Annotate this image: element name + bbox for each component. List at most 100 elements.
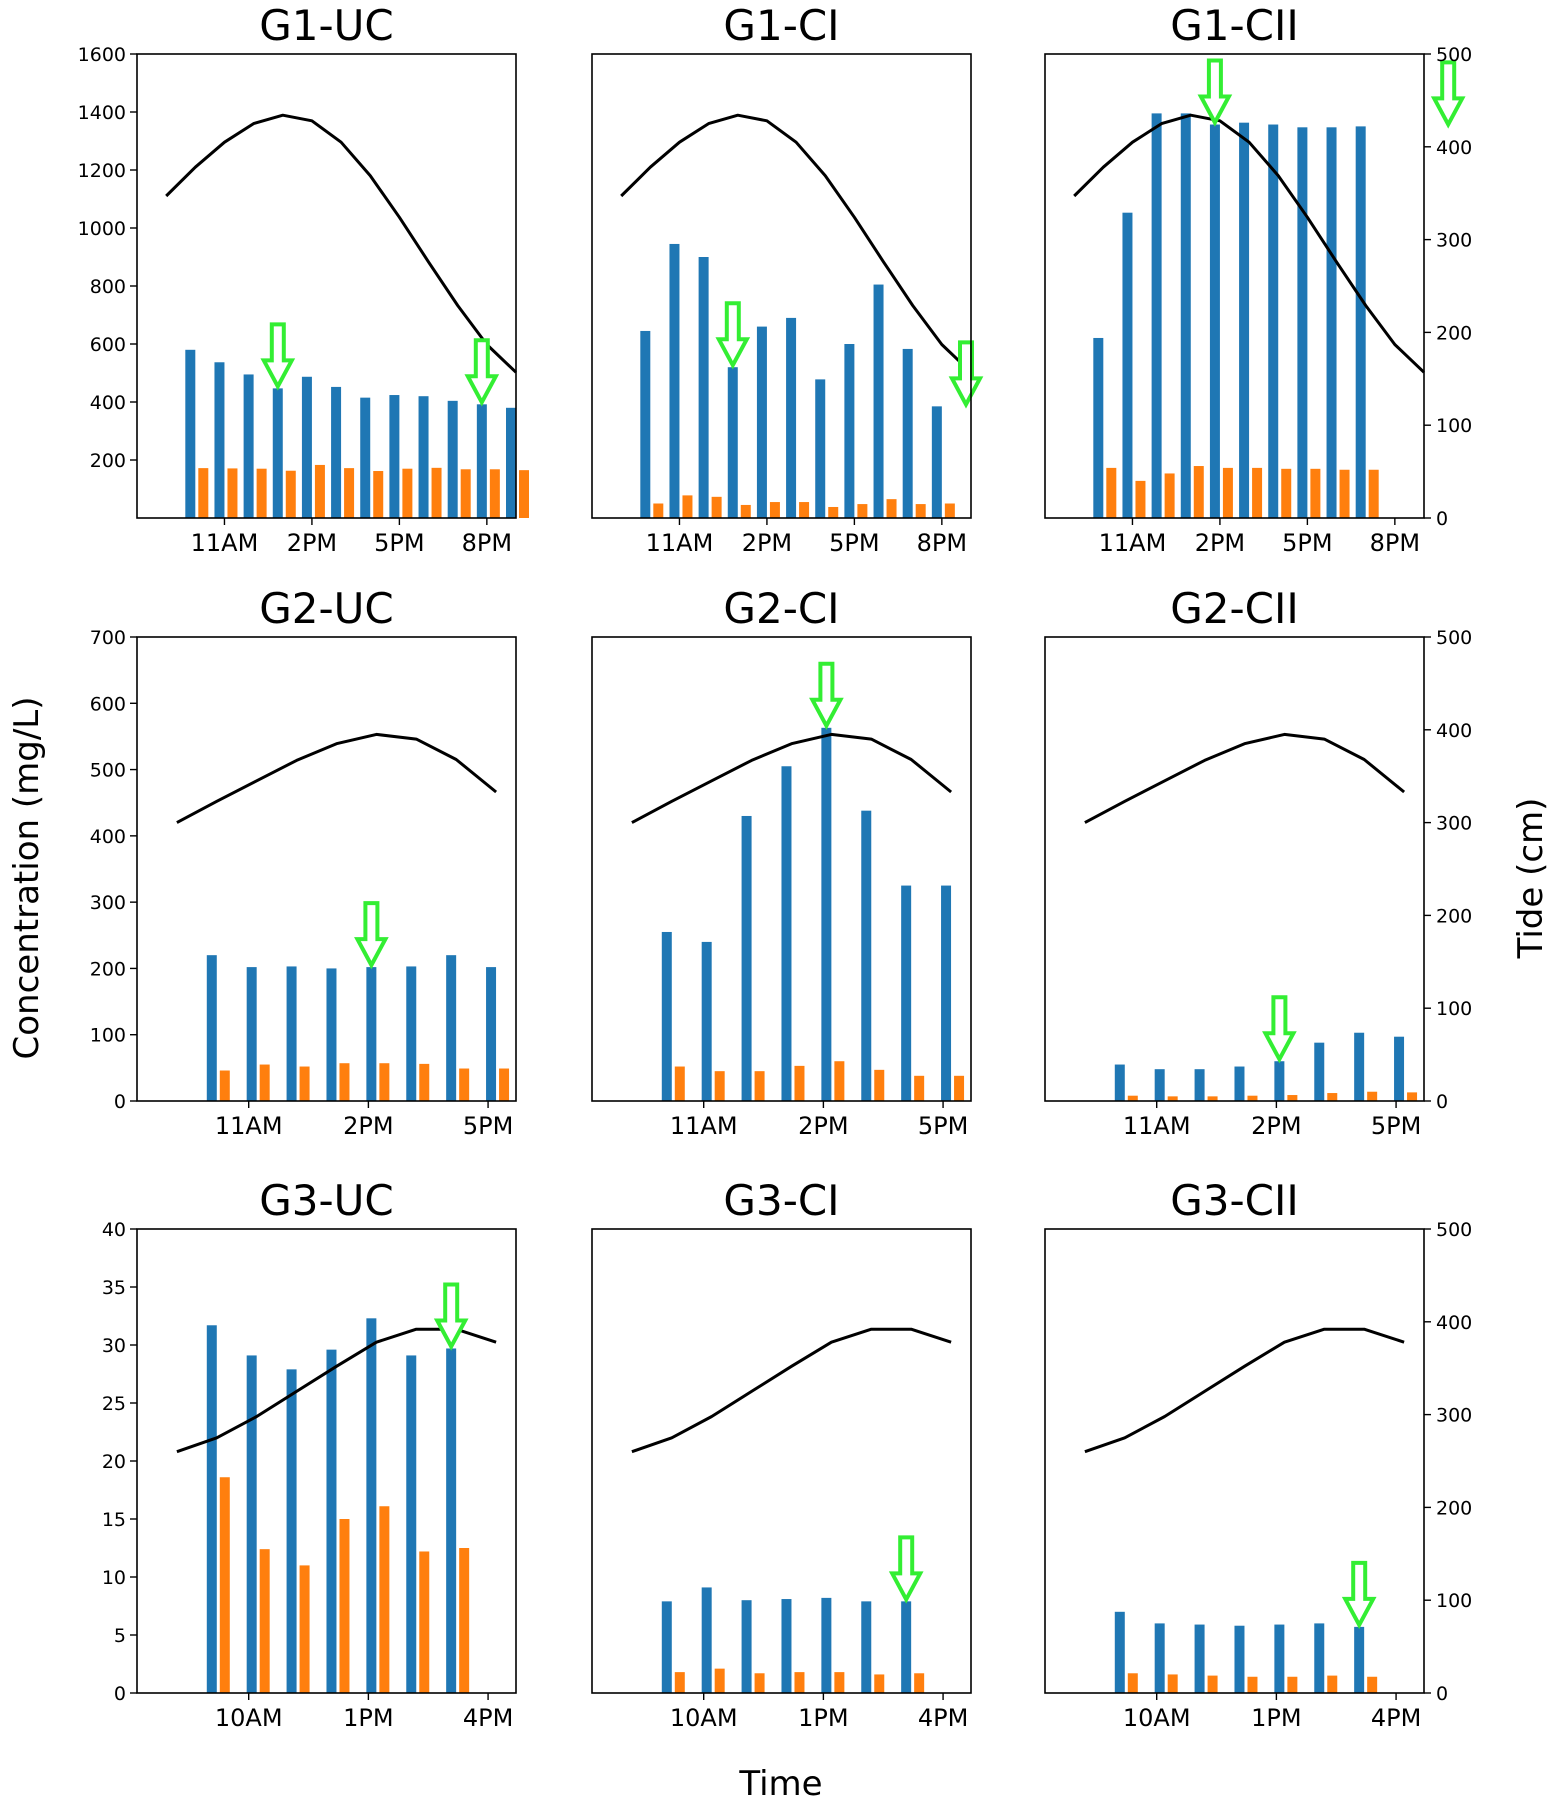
x-tick-label: 11AM <box>215 1112 283 1140</box>
bar-series2 <box>794 1065 805 1101</box>
bar-series1 <box>1297 127 1308 518</box>
y-tick-label: 0 <box>114 1091 126 1113</box>
marker-arrow-icon <box>888 1535 924 1604</box>
bar-series1 <box>418 396 429 518</box>
bar-series1 <box>214 362 225 518</box>
plot-frame <box>591 53 972 519</box>
bar-series2 <box>944 503 955 518</box>
y-tick-label: 30 <box>102 1335 126 1357</box>
bar-series2 <box>227 468 238 518</box>
tide-tick-label: 0 <box>1436 508 1448 530</box>
x-tick-label: 10AM <box>670 1704 738 1732</box>
bar-series1 <box>243 374 254 518</box>
panel-title: G3-CII <box>1170 1176 1299 1225</box>
bar-series1 <box>1274 1624 1285 1693</box>
y-tick-label: 10 <box>102 1567 126 1589</box>
panel-g3-cii: G3-CII 0 100 200 300 400 500 10AM 1PM 4PM <box>1044 1176 1472 1732</box>
bar-series2 <box>459 1548 470 1693</box>
bar-series1 <box>1354 1032 1365 1101</box>
bar-series2 <box>339 1063 350 1101</box>
bar-series1 <box>1326 127 1337 518</box>
y-tick-label: 600 <box>90 334 126 356</box>
tide-tick-label: 300 <box>1436 1405 1472 1427</box>
bar-series1 <box>640 330 651 518</box>
bar-series2 <box>1207 1675 1218 1693</box>
bar-series1 <box>701 941 712 1101</box>
x-tick-label: 11AM <box>670 1112 738 1140</box>
bar-series1 <box>931 406 942 518</box>
bar-series2 <box>344 468 355 518</box>
bar-series1 <box>1209 124 1220 518</box>
panel-g1-ci: G1-CI 11AM 2PM 5PM 8PM <box>591 1 984 557</box>
tide-tick-label: 0 <box>1436 1683 1448 1705</box>
bar-series1 <box>326 1349 337 1693</box>
tide-tick-label: 400 <box>1436 1312 1472 1334</box>
bar-series1 <box>246 1355 257 1693</box>
bar-series2 <box>794 1672 805 1693</box>
y-tick-label: 400 <box>90 392 126 414</box>
bar-series2 <box>714 1668 725 1693</box>
bar-series2 <box>373 471 384 518</box>
x-tick-label: 11AM <box>646 529 714 557</box>
panel-g3-ci: G3-CI 10AM 1PM 4PM <box>591 1176 972 1732</box>
bar-series1 <box>844 344 855 518</box>
bar-series1 <box>781 1599 792 1693</box>
bar-series1 <box>661 1601 672 1693</box>
bar-series1 <box>446 1348 457 1693</box>
bar-series2 <box>1367 1091 1378 1101</box>
plot-frame <box>1044 636 1425 1102</box>
bar-series2 <box>653 503 664 518</box>
bar-series2 <box>874 1069 885 1101</box>
y-tick-label: 35 <box>102 1277 126 1299</box>
plot-frame <box>591 1228 972 1694</box>
panel-g2-cii: G2-CII 0 100 200 300 400 500 11AM 2PM 5PM <box>1044 584 1472 1140</box>
panel-title: G1-UC <box>259 1 394 50</box>
bar-series1 <box>861 1601 872 1693</box>
tide-tick-label: 300 <box>1436 230 1472 252</box>
panel-g1-uc: G1-UC 200 400 600 800 1000 1200 1400 1600 11AM 2PM… <box>78 1 529 557</box>
bar-series1 <box>1151 113 1162 518</box>
bar-series2 <box>1247 1095 1258 1101</box>
bar-series2 <box>1127 1095 1138 1101</box>
tide-tick-label: 400 <box>1436 720 1472 742</box>
y-tick-label: 700 <box>90 627 126 649</box>
bar-series2 <box>1106 467 1117 518</box>
bar-series2 <box>519 470 529 518</box>
panel-g3-uc: G3-UC 0 5 10 15 20 25 30 35 40 10AM 1PM 4PM <box>102 1176 517 1732</box>
bar-series2 <box>914 1075 925 1101</box>
bar-series1 <box>331 386 342 518</box>
bar-series2 <box>1247 1676 1258 1693</box>
plot-frame <box>591 636 972 1102</box>
bar-series2 <box>285 470 296 518</box>
tide-tick-label: 200 <box>1436 322 1472 344</box>
tide-tick-label: 500 <box>1436 627 1472 649</box>
bar-series1 <box>206 1325 217 1693</box>
bar-series1 <box>669 243 680 518</box>
tide-tick-label: 100 <box>1436 415 1472 437</box>
panel-title: G2-CI <box>723 584 839 633</box>
y-axis-label-tide: Tide (cm) <box>1511 798 1551 960</box>
bar-series1 <box>506 407 516 518</box>
bar-series1 <box>486 967 497 1101</box>
bar-series1 <box>1268 124 1279 518</box>
x-tick-label: 4PM <box>1371 1704 1421 1732</box>
plot-frame <box>136 636 517 1102</box>
bar-series2 <box>874 1674 885 1693</box>
bar-series1 <box>286 1369 297 1693</box>
x-tick-label: 2PM <box>287 529 337 557</box>
x-tick-label: 4PM <box>918 1704 968 1732</box>
bar-series2 <box>1167 1674 1178 1693</box>
bar-series2 <box>379 1506 390 1693</box>
bar-series2 <box>828 506 839 518</box>
bar-series1 <box>301 376 312 518</box>
bar-series2 <box>1127 1673 1138 1693</box>
bar-series1 <box>756 326 767 518</box>
bar-series1 <box>185 349 196 518</box>
bar-series2 <box>379 1063 390 1101</box>
bar-series2 <box>886 499 897 518</box>
x-tick-label: 5PM <box>374 529 424 557</box>
bar-series2 <box>419 1063 430 1101</box>
bar-series1 <box>1314 1623 1325 1693</box>
tide-tick-label: 500 <box>1436 44 1472 66</box>
bar-series1 <box>902 348 913 518</box>
